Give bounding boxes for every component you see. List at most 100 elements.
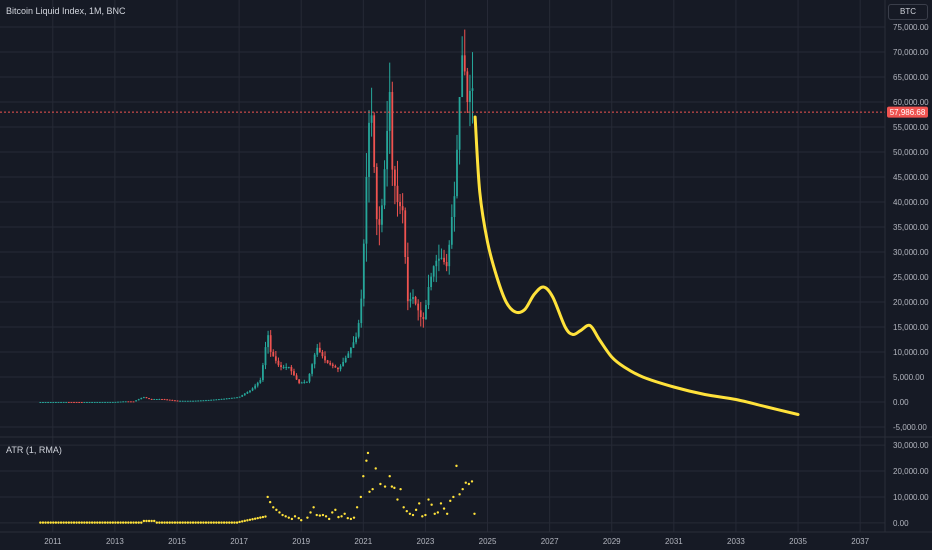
candle-body — [370, 115, 373, 123]
candle-body — [109, 401, 112, 403]
atr-dot — [147, 519, 151, 523]
projection-curve — [473, 115, 800, 416]
candle-body — [140, 397, 143, 400]
atr-dot — [184, 521, 187, 524]
candle-body — [207, 399, 210, 401]
candle-body — [393, 169, 396, 186]
candle-body — [161, 399, 163, 400]
candle-body — [249, 390, 251, 392]
atr-dot — [424, 513, 427, 517]
atr-dot — [124, 521, 127, 524]
atr-dot — [408, 512, 412, 515]
price-tick-label: 10,000.00 — [893, 348, 929, 357]
atr-dot — [199, 521, 203, 524]
candle-body — [212, 399, 215, 401]
atr-dot — [46, 521, 50, 524]
atr-dot — [209, 521, 213, 524]
price-axis-ticks[interactable]: -5,000.00 0.00 5,000.00 10,000.00 15,000.00 2… — [893, 23, 929, 432]
candle-body — [194, 400, 197, 402]
atr-dot — [65, 521, 68, 524]
atr-dot — [225, 521, 228, 524]
candle-body — [409, 299, 412, 302]
time-tick-label: 2029 — [603, 537, 621, 546]
atr-dot — [83, 521, 86, 524]
atr-dot — [390, 485, 394, 488]
candle-body — [324, 356, 326, 361]
candle-body — [155, 399, 158, 400]
candle-body — [471, 88, 474, 91]
atr-dot — [176, 521, 179, 524]
atr-dot — [261, 515, 265, 519]
candle-body — [368, 122, 370, 177]
candle-body — [153, 399, 156, 400]
atr-dot — [402, 506, 405, 509]
atr-dot — [272, 506, 275, 509]
candle-body — [210, 399, 213, 401]
atr-dot — [340, 515, 343, 518]
candle-body — [241, 395, 244, 397]
atr-dot — [452, 495, 455, 499]
atr-dot — [248, 518, 252, 521]
atr-dot — [171, 521, 174, 524]
price-tick-label: -5,000.00 — [893, 423, 927, 432]
atr-dot — [371, 487, 374, 491]
atr-dot — [399, 487, 402, 491]
atr-dot — [312, 506, 315, 509]
candle-body — [179, 400, 182, 402]
atr-axis-ticks[interactable]: 0.00 10,000.00 20,000.00 30,000.00 — [893, 441, 929, 528]
candle-body — [104, 401, 106, 403]
candle-body — [381, 205, 383, 225]
candle-body — [267, 335, 269, 348]
atr-dot — [163, 521, 166, 524]
candle-body — [445, 262, 448, 267]
atr-dot — [427, 498, 430, 501]
price-tick-label: 40,000.00 — [893, 198, 929, 207]
time-axis-ticks[interactable]: 2011 2013 2015 2017 2019 2021 2023 2025 2027 2029… — [44, 537, 869, 546]
price-candles — [39, 29, 474, 403]
atr-dot — [119, 521, 122, 524]
candle-body — [355, 336, 357, 343]
candle-body — [412, 297, 414, 300]
atr-dot — [132, 521, 135, 524]
atr-dot — [160, 521, 164, 524]
atr-dot — [343, 512, 346, 515]
atr-dot — [461, 487, 464, 491]
candle-body — [285, 367, 288, 368]
candle-body — [91, 401, 94, 403]
candle-body — [251, 388, 254, 391]
atr-dot — [284, 515, 287, 518]
candle-body — [360, 298, 363, 324]
candle-body — [305, 381, 308, 383]
atr-dot — [405, 509, 408, 513]
atr-dot — [194, 521, 197, 524]
atr-dot — [327, 517, 331, 521]
candle-body — [406, 257, 409, 302]
atr-dot — [202, 521, 205, 524]
price-tick-label: 5,000.00 — [893, 373, 925, 382]
price-tick-label: 65,000.00 — [893, 73, 929, 82]
last-price-text: 57,986.68 — [890, 108, 926, 117]
candle-body — [331, 364, 334, 367]
price-tick-label: 75,000.00 — [893, 23, 929, 32]
candle-body — [114, 401, 117, 403]
candle-body — [287, 367, 290, 368]
candle-body — [106, 401, 109, 403]
atr-dot — [334, 508, 337, 512]
atr-dot — [337, 515, 340, 519]
candle-body — [184, 400, 187, 402]
atr-dot — [134, 521, 138, 524]
atr-dot — [121, 521, 125, 524]
atr-dot — [300, 519, 303, 522]
candle-body — [145, 397, 148, 399]
atr-dot — [88, 521, 91, 524]
atr-dot — [220, 521, 223, 524]
atr-dot — [256, 516, 259, 520]
candle-body — [230, 397, 233, 399]
time-tick-label: 2023 — [417, 537, 435, 546]
currency-button[interactable]: BTC — [888, 4, 928, 20]
candle-body — [150, 399, 153, 400]
atr-dot — [215, 521, 218, 524]
candle-body — [362, 243, 365, 299]
atr-dot — [191, 521, 195, 524]
